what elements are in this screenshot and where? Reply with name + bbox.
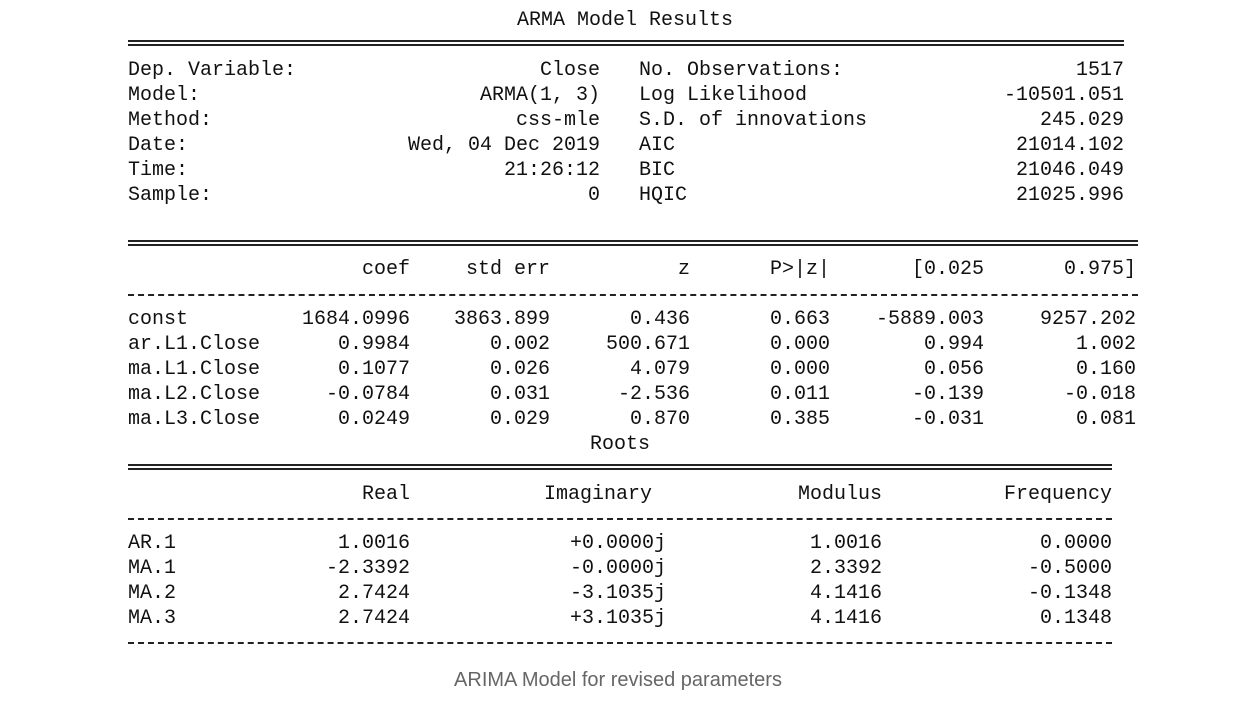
summary-top-separator [128, 40, 1124, 46]
coef-cell: 0.031 [489, 383, 550, 406]
roots-cell: -0.0000j [569, 557, 666, 580]
summary-label: Method: [128, 109, 213, 132]
coef-header: std err [465, 258, 550, 281]
coef-cell: 0.056 [923, 358, 984, 381]
roots-cell: -0.1348 [1027, 582, 1112, 605]
summary-label: Sample: [128, 184, 213, 207]
coef-cell: 0.160 [1075, 358, 1136, 381]
coef-cell: -0.139 [911, 383, 984, 406]
roots-header: Real [361, 483, 410, 506]
coef-cell: 0.081 [1075, 408, 1136, 431]
roots-row-name: AR.1 [128, 532, 177, 555]
roots-row-name: MA.2 [128, 582, 177, 605]
coef-header: 0.975] [1063, 258, 1136, 281]
roots-cell: 2.3392 [809, 557, 882, 580]
coef-cell: -2.536 [617, 383, 690, 406]
roots-cell: 4.1416 [809, 607, 882, 630]
summary-value: Wed, 04 Dec 2019 [407, 134, 600, 157]
roots-cell: 1.0016 [337, 532, 410, 555]
coef-cell: 9257.202 [1039, 308, 1136, 331]
roots-cell: +3.1035j [569, 607, 666, 630]
coef-cell: 0.000 [769, 358, 830, 381]
results-title: ARMA Model Results [516, 9, 734, 32]
roots-top-separator [128, 464, 1112, 470]
coef-top-separator [128, 240, 1138, 246]
roots-cell: 2.7424 [337, 607, 410, 630]
coef-cell: -0.018 [1063, 383, 1136, 406]
coef-cell: 1.002 [1075, 333, 1136, 356]
roots-cell: 0.1348 [1039, 607, 1112, 630]
coef-cell: 1684.0996 [301, 308, 410, 331]
coef-cell: 0.002 [489, 333, 550, 356]
summary-value: 0 [587, 184, 600, 207]
summary-label: Log Likelihood [639, 84, 808, 107]
summary-value: 21:26:12 [503, 159, 600, 182]
coef-cell: 0.0249 [337, 408, 410, 431]
summary-value: 21025.996 [1015, 184, 1124, 207]
roots-cell: -3.1035j [569, 582, 666, 605]
coef-header: [0.025 [911, 258, 984, 281]
coef-row-name: const [128, 308, 189, 331]
summary-value: -10501.051 [1003, 84, 1124, 107]
coef-cell: 500.671 [605, 333, 690, 356]
roots-header: Frequency [1003, 483, 1112, 506]
coef-header-separator [128, 294, 1138, 296]
summary-label: Dep. Variable: [128, 59, 297, 82]
coef-cell: -0.031 [911, 408, 984, 431]
coef-cell: 0.029 [489, 408, 550, 431]
roots-title: Roots [589, 433, 650, 456]
roots-row-name: MA.3 [128, 607, 177, 630]
summary-label: Model: [128, 84, 201, 107]
coef-cell: 0.994 [923, 333, 984, 356]
coef-cell: 0.1077 [337, 358, 410, 381]
coef-row-name: ar.L1.Close [128, 333, 261, 356]
roots-header-separator [128, 518, 1112, 520]
coef-cell: -5889.003 [875, 308, 984, 331]
coef-cell: 0.870 [629, 408, 690, 431]
summary-value: 1517 [1075, 59, 1124, 82]
roots-row-name: MA.1 [128, 557, 177, 580]
coef-cell: 4.079 [629, 358, 690, 381]
roots-cell: 2.7424 [337, 582, 410, 605]
summary-label: Date: [128, 134, 189, 157]
roots-header: Imaginary [543, 483, 652, 506]
coef-header: P>|z| [769, 258, 830, 281]
summary-label: Time: [128, 159, 189, 182]
summary-label: HQIC [639, 184, 688, 207]
coef-cell: 0.9984 [337, 333, 410, 356]
summary-label: No. Observations: [639, 59, 844, 82]
coef-row-name: ma.L3.Close [128, 408, 261, 431]
coef-cell: 0.026 [489, 358, 550, 381]
roots-cell: 1.0016 [809, 532, 882, 555]
roots-cell: 4.1416 [809, 582, 882, 605]
summary-label: AIC [639, 134, 676, 157]
coef-cell: 0.011 [769, 383, 830, 406]
coef-header: coef [361, 258, 410, 281]
summary-label: S.D. of innovations [639, 109, 868, 132]
roots-bottom-separator [128, 642, 1112, 644]
coef-cell: 3863.899 [453, 308, 550, 331]
summary-value: Close [539, 59, 600, 82]
coef-cell: 0.436 [629, 308, 690, 331]
summary-value: ARMA(1, 3) [479, 84, 600, 107]
figure-caption: ARIMA Model for revised parameters [454, 669, 782, 691]
coef-cell: -0.0784 [325, 383, 410, 406]
summary-value: 21014.102 [1015, 134, 1124, 157]
roots-cell: -0.5000 [1027, 557, 1112, 580]
roots-header: Modulus [797, 483, 882, 506]
coef-row-name: ma.L1.Close [128, 358, 261, 381]
summary-label: BIC [639, 159, 676, 182]
coef-row-name: ma.L2.Close [128, 383, 261, 406]
roots-cell: -2.3392 [325, 557, 410, 580]
roots-cell: 0.0000 [1039, 532, 1112, 555]
summary-value: 245.029 [1039, 109, 1124, 132]
coef-header: z [677, 258, 690, 281]
coef-cell: 0.000 [769, 333, 830, 356]
summary-value: 21046.049 [1015, 159, 1124, 182]
summary-value: css-mle [515, 109, 600, 132]
roots-cell: +0.0000j [569, 532, 666, 555]
coef-cell: 0.385 [769, 408, 830, 431]
coef-cell: 0.663 [769, 308, 830, 331]
